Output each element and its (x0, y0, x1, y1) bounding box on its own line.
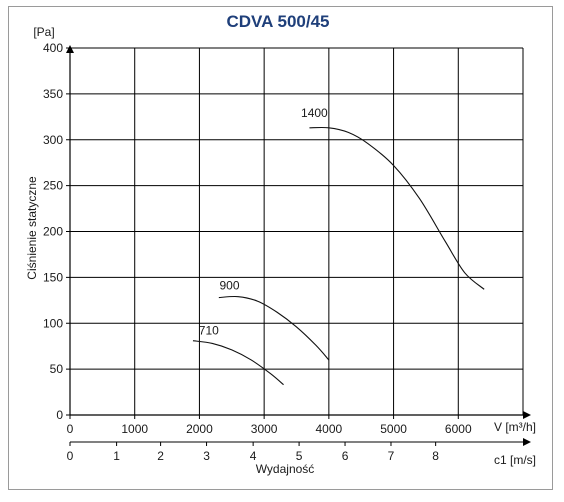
y-tick-label: 200 (43, 225, 63, 239)
y-axis-arrow (66, 45, 74, 53)
y-tick-label: 150 (43, 270, 63, 284)
x2-tick-label: 7 (388, 449, 395, 463)
chart-frame (8, 6, 553, 490)
curves: 710 900 1400 (192, 106, 485, 386)
x-tick-label: 1000 (121, 422, 148, 436)
y-tick-label: 250 (43, 179, 63, 193)
curve-1400 (309, 126, 485, 290)
y-tick-label: 100 (43, 316, 63, 330)
y-tick-label: 350 (43, 87, 63, 101)
x2-tick-label: 1 (113, 449, 120, 463)
x-tick-label: 0 (67, 422, 74, 436)
curve-label-1400: 1400 (301, 106, 328, 120)
curve-710 (192, 340, 284, 386)
x-axis-title: Wydajność (256, 462, 315, 476)
y-tick-label: 300 (43, 133, 63, 147)
curve-900 (218, 295, 330, 361)
y-unit-label: [Pa] (33, 25, 54, 39)
y-tick-label: 0 (56, 408, 63, 422)
x2-tick-label: 5 (296, 449, 303, 463)
y-tick-label: 400 (43, 41, 63, 55)
x2-unit-label: c1 [m/s] (494, 453, 536, 467)
x2-tick-label: 0 (67, 449, 74, 463)
x-tick-label: 4000 (316, 422, 343, 436)
chart-title: CDVA 500/45 (227, 12, 330, 31)
axes (66, 45, 531, 446)
x2-tick-label: 6 (342, 449, 349, 463)
curve-label-900: 900 (219, 278, 239, 292)
x-tick-label: 2000 (186, 422, 213, 436)
x2-tick-label: 4 (250, 449, 257, 463)
y-axis-title: Ciśnienie statyczne (25, 176, 39, 280)
x-tick-label: 3000 (251, 422, 278, 436)
x2-tick-label: 3 (203, 449, 210, 463)
curve-label-710: 710 (199, 323, 219, 337)
y-tick-label: 50 (50, 362, 64, 376)
x2-axis-arrow (523, 438, 531, 446)
x-unit-label: V [m³/h] (494, 420, 536, 434)
x-tick-label: 5000 (380, 422, 407, 436)
x2-tick-label: 2 (157, 449, 164, 463)
x-axis-arrow (523, 411, 531, 419)
x-tick-label: 6000 (445, 422, 472, 436)
x2-tick-label: 8 (432, 449, 439, 463)
grid (70, 47, 524, 415)
